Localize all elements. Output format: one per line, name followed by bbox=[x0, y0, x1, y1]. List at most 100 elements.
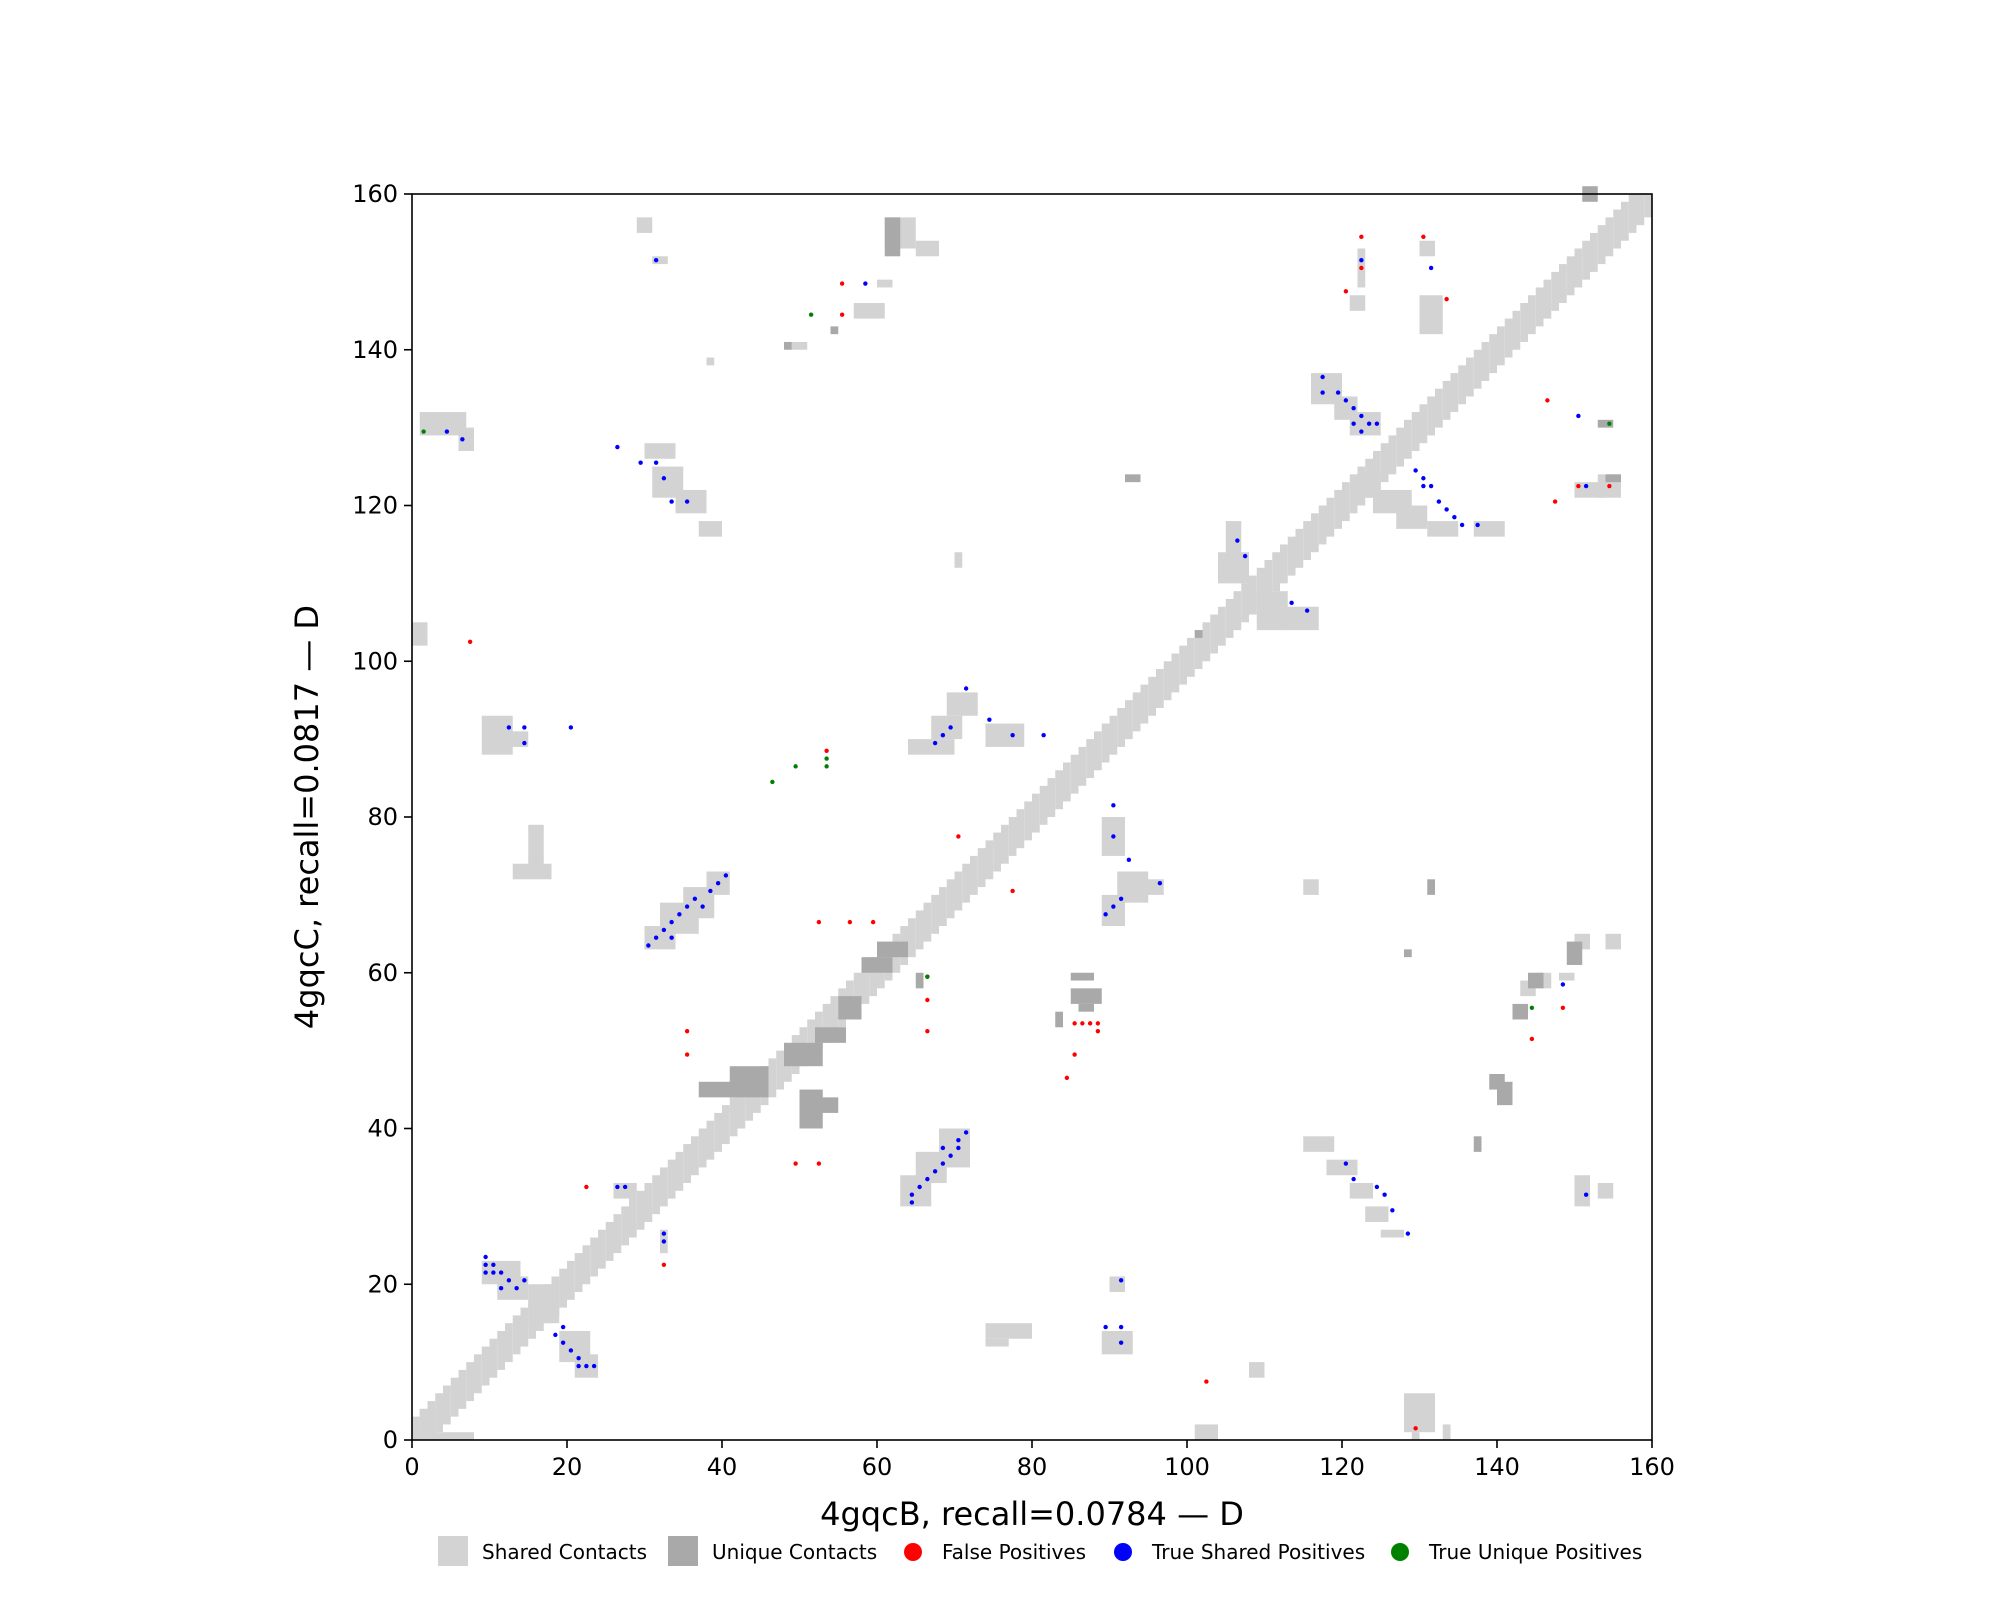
shared-contact-cell bbox=[1349, 474, 1358, 514]
shared-contact-cell bbox=[931, 894, 939, 934]
shared-contact-cell bbox=[1349, 295, 1366, 311]
shared-contact-cell bbox=[1458, 365, 1466, 405]
y-tick-label: 100 bbox=[352, 647, 398, 675]
true-shared-positive-point bbox=[1576, 413, 1581, 419]
shared-contact-cell bbox=[877, 279, 893, 288]
shared-contact-cell bbox=[1132, 879, 1164, 895]
true-shared-positive-point bbox=[1351, 405, 1356, 411]
shared-contact-cell bbox=[1613, 209, 1621, 249]
true-shared-positive-point bbox=[669, 935, 674, 940]
shared-contact-cell bbox=[559, 1268, 567, 1308]
shared-contact-cell bbox=[1233, 591, 1242, 631]
unique-contact-cell bbox=[815, 1027, 846, 1043]
false-positive-point bbox=[847, 919, 853, 925]
unique-contact-cell bbox=[915, 972, 924, 989]
shared-contact-cell bbox=[1094, 731, 1102, 771]
true-shared-positive-point bbox=[1405, 1231, 1411, 1236]
shared-contact-cell bbox=[1435, 388, 1443, 428]
shared-contact-cell bbox=[683, 1144, 691, 1184]
shared-contact-cell bbox=[985, 723, 1025, 747]
shared-contact-cell bbox=[419, 1432, 474, 1440]
true-shared-positive-point bbox=[661, 1239, 667, 1244]
shared-contact-cell bbox=[962, 863, 970, 903]
shared-contact-cell bbox=[1163, 661, 1172, 701]
shared-contact-cell bbox=[1334, 489, 1342, 529]
true-shared-positive-point bbox=[1118, 896, 1124, 901]
true-shared-positive-point bbox=[553, 1332, 558, 1338]
shared-contact-cell bbox=[985, 1338, 1009, 1347]
unique-contact-cell bbox=[1078, 1003, 1094, 1012]
true-shared-positive-point bbox=[1351, 421, 1356, 426]
true-shared-positive-point bbox=[1118, 1324, 1124, 1330]
shared-contact-cell bbox=[675, 489, 707, 514]
shared-contact-cell bbox=[1427, 521, 1459, 537]
unique-contact-cell bbox=[1055, 1011, 1063, 1028]
shared-contact-cell bbox=[1109, 715, 1118, 755]
true-shared-positive-point bbox=[723, 873, 729, 878]
true-shared-positive-point bbox=[932, 740, 938, 746]
y-tick-label: 120 bbox=[352, 492, 398, 520]
shared-contact-cell bbox=[419, 1408, 436, 1440]
true-shared-positive-point bbox=[956, 1137, 961, 1143]
true-shared-positive-point bbox=[1421, 483, 1426, 489]
true-shared-positive-point bbox=[909, 1192, 915, 1197]
true-shared-positive-point bbox=[653, 257, 659, 263]
shared-contact-cell bbox=[520, 1307, 529, 1347]
shared-contact-cell bbox=[528, 1284, 560, 1324]
x-tick-label: 160 bbox=[1629, 1453, 1675, 1481]
true-shared-positive-point bbox=[917, 1184, 922, 1190]
false-positive-point bbox=[1529, 1036, 1535, 1042]
shared-contact-cell bbox=[698, 1128, 707, 1168]
shared-contact-cell bbox=[458, 1369, 467, 1409]
shared-contact-cell bbox=[706, 1120, 715, 1160]
shared-contact-cell bbox=[1249, 575, 1257, 615]
true-shared-positive-point bbox=[638, 460, 643, 465]
unique-contact-cell bbox=[1125, 474, 1141, 483]
unique-contact-cell bbox=[1194, 630, 1203, 638]
unique-contact-cell bbox=[1427, 879, 1435, 895]
shared-contact-cell bbox=[1411, 412, 1420, 451]
shared-contact-cell bbox=[1404, 419, 1412, 459]
shared-contact-cell bbox=[605, 1221, 614, 1261]
shared-contact-cell bbox=[853, 303, 885, 319]
true-shared-positive-point bbox=[1304, 608, 1310, 613]
false-positive-point bbox=[816, 919, 822, 925]
true-shared-positive-point bbox=[1560, 982, 1566, 987]
true-shared-positive-point bbox=[1583, 483, 1589, 489]
shared-contact-cell bbox=[1535, 287, 1544, 327]
true-shared-positive-point bbox=[1343, 398, 1349, 403]
legend-swatch bbox=[668, 1536, 698, 1566]
shared-contact-cell bbox=[1256, 567, 1265, 607]
shared-contact-cell bbox=[1280, 544, 1288, 584]
true-shared-positive-point bbox=[1320, 374, 1325, 380]
true-shared-positive-point bbox=[1111, 904, 1116, 909]
true-shared-positive-point bbox=[940, 1161, 946, 1166]
shared-contact-cell bbox=[1574, 1175, 1590, 1207]
shared-contact-cell bbox=[675, 1151, 684, 1191]
true-shared-positive-point bbox=[909, 1200, 915, 1205]
shared-contact-cell bbox=[1373, 450, 1381, 490]
shared-contact-cell bbox=[1543, 279, 1552, 319]
unique-contact-cell bbox=[1605, 474, 1621, 483]
shared-contact-cell bbox=[528, 824, 544, 872]
shared-contact-cell bbox=[1365, 1206, 1389, 1222]
false-positive-point bbox=[824, 748, 829, 754]
unique-contact-cell bbox=[1070, 988, 1102, 1004]
true-shared-positive-point bbox=[1382, 1192, 1387, 1197]
false-positive-point bbox=[584, 1184, 589, 1190]
false-positive-point bbox=[1010, 888, 1015, 894]
shared-contact-cell bbox=[1187, 637, 1195, 677]
shared-contact-cell bbox=[1597, 1183, 1614, 1199]
false-positive-point bbox=[1087, 1021, 1093, 1026]
true-shared-positive-point bbox=[498, 1270, 504, 1275]
shared-contact-cell bbox=[1411, 1432, 1420, 1440]
true-shared-positive-point bbox=[1359, 429, 1364, 434]
unique-contact-cell bbox=[807, 1097, 839, 1113]
shared-contact-cell bbox=[807, 1019, 815, 1059]
shared-contact-cell bbox=[443, 1385, 451, 1425]
true-shared-positive-point bbox=[1103, 912, 1108, 917]
x-tick-label: 0 bbox=[404, 1453, 419, 1481]
plot-area bbox=[412, 186, 1652, 1440]
unique-contact-cell bbox=[729, 1066, 769, 1090]
